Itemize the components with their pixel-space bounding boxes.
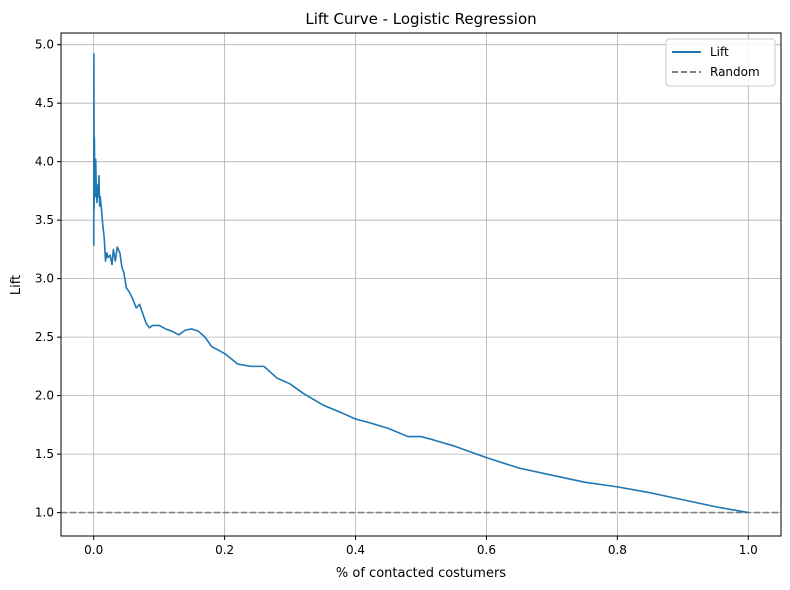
y-tick-label: 2.5 bbox=[35, 330, 54, 344]
x-tick-label: 0.8 bbox=[608, 543, 627, 557]
chart-title: Lift Curve - Logistic Regression bbox=[305, 10, 536, 28]
y-tick-label: 5.0 bbox=[35, 38, 54, 52]
legend-random-label: Random bbox=[710, 65, 760, 79]
grid bbox=[61, 33, 781, 536]
x-axis-label: % of contacted costumers bbox=[336, 566, 506, 581]
y-tick-label: 1.0 bbox=[35, 506, 54, 520]
y-tick-label: 4.5 bbox=[35, 96, 54, 110]
legend-lift-label: Lift bbox=[710, 45, 729, 59]
legend-box bbox=[665, 38, 776, 87]
series-layer bbox=[61, 53, 781, 514]
x-tick-label: 0.6 bbox=[477, 543, 496, 557]
y-tick-label: 3.5 bbox=[35, 213, 54, 227]
plot-frame bbox=[60, 32, 782, 537]
x-tick-label: 0.2 bbox=[215, 543, 234, 557]
y-tick-label: 2.0 bbox=[35, 389, 54, 403]
y-tick-label: 1.5 bbox=[35, 447, 54, 461]
y-tick-label: 3.0 bbox=[35, 272, 54, 286]
x-tick-label: 1.0 bbox=[739, 543, 758, 557]
ticks: 0.0 0.2 0.4 0.6 0.8 1.0 1.0 1.5 2.0 2.5 3.0 3.5 4.0 4… bbox=[35, 38, 758, 557]
y-axis-label: Lift bbox=[9, 275, 24, 295]
x-tick-label: 0.4 bbox=[346, 543, 365, 557]
series-line-lift bbox=[92, 53, 749, 514]
legend: Lift Random bbox=[665, 38, 776, 87]
x-tick-label: 0.0 bbox=[84, 543, 103, 557]
y-tick-label: 4.0 bbox=[35, 155, 54, 169]
